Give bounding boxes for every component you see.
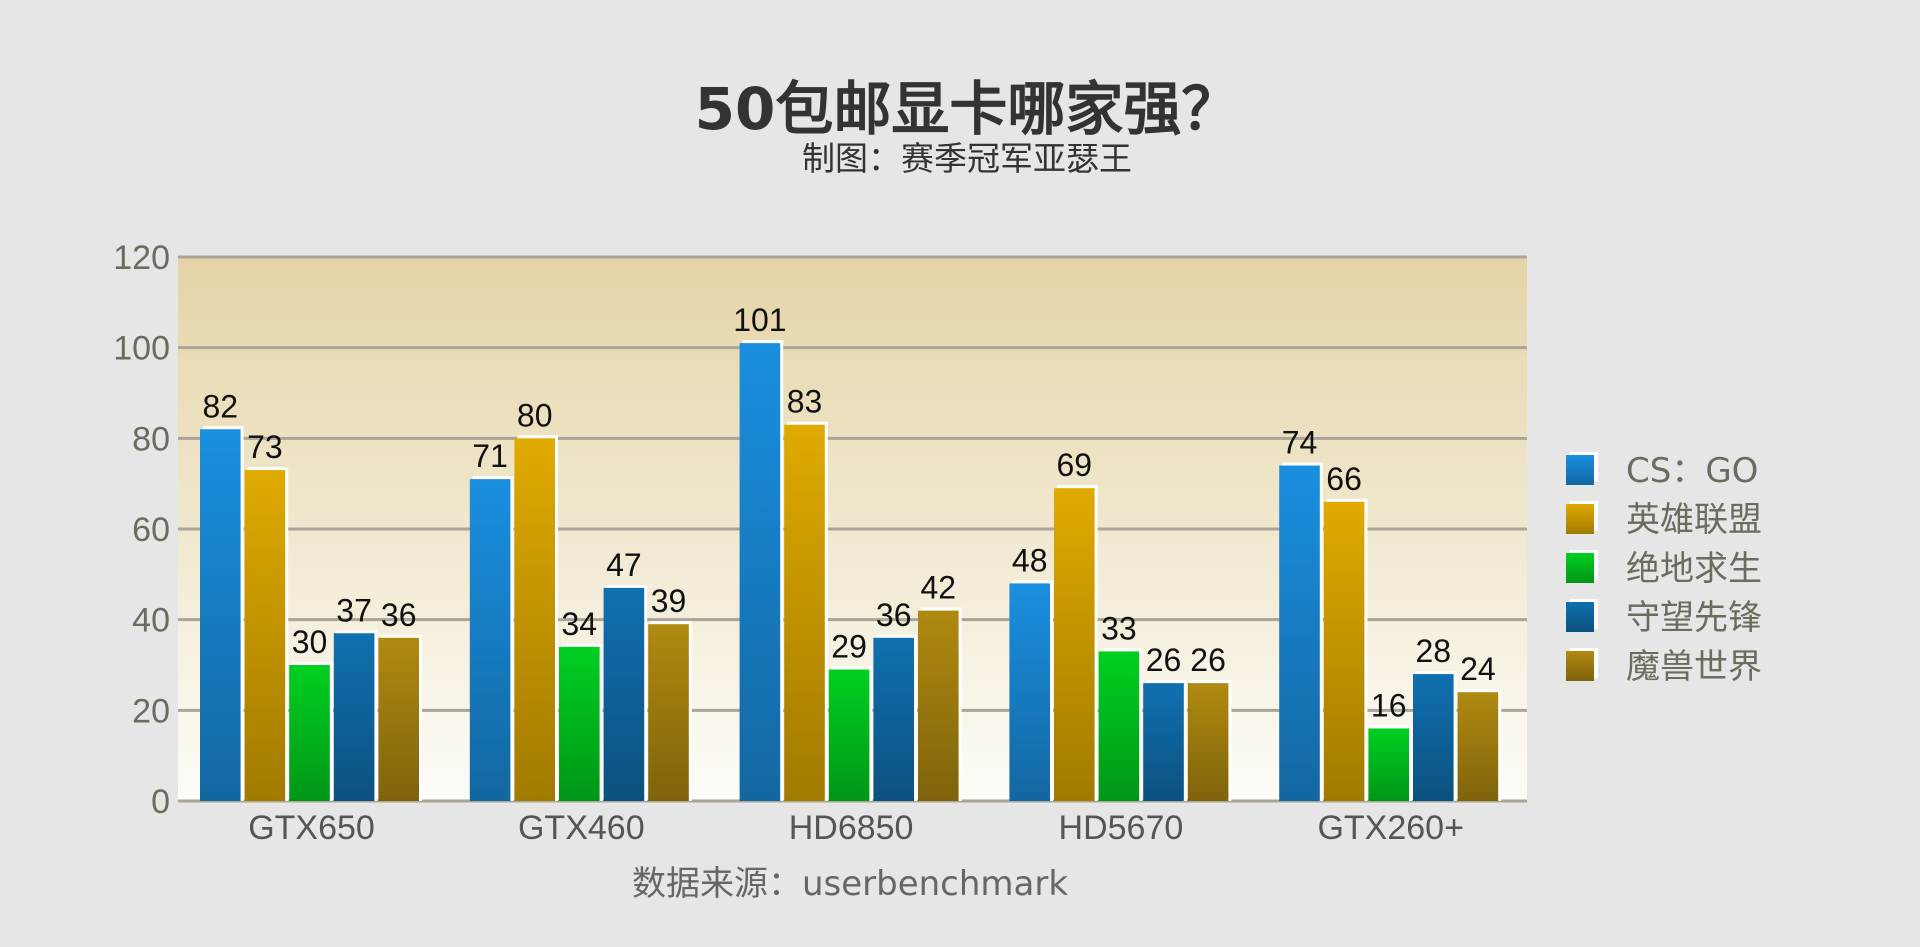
data-label: 48: [1012, 542, 1048, 578]
data-label: 28: [1416, 633, 1452, 669]
legend-label: 守望先锋: [1626, 598, 1762, 638]
legend-label: CS：GO: [1626, 451, 1758, 491]
data-label: 80: [517, 397, 553, 433]
bar: [603, 587, 645, 801]
bar: [828, 669, 870, 801]
bar: [200, 429, 241, 801]
data-label: 74: [1282, 425, 1318, 461]
data-label: 36: [876, 597, 912, 633]
data-label: 42: [921, 570, 957, 606]
x-tick-label: GTX260+: [1317, 809, 1463, 847]
data-label: 47: [606, 547, 642, 583]
bar: [514, 438, 555, 801]
bar: [1457, 692, 1499, 801]
data-label: 66: [1326, 461, 1362, 497]
bar: [1413, 674, 1454, 801]
x-tick-label: GTX460: [518, 809, 645, 847]
data-label: 71: [472, 438, 508, 474]
data-label: 33: [1101, 610, 1137, 646]
data-label: 37: [336, 592, 372, 628]
data-label: 16: [1371, 687, 1407, 723]
bar: [918, 610, 959, 801]
bar: [469, 479, 511, 801]
data-label: 26: [1190, 642, 1226, 678]
x-tick-label: GTX650: [248, 809, 375, 847]
bar: [1187, 683, 1229, 801]
x-tick-label: HD6850: [789, 809, 914, 847]
data-label: 82: [203, 388, 239, 424]
bar: [784, 424, 825, 801]
data-label: 39: [651, 583, 687, 619]
data-source: 数据来源：userbenchmark: [631, 864, 1069, 904]
data-label: 30: [292, 624, 328, 660]
bar: [378, 637, 419, 801]
data-label: 26: [1146, 642, 1182, 678]
bar: [289, 665, 330, 801]
bar: [1279, 465, 1320, 801]
data-label: 69: [1057, 447, 1093, 483]
legend-label: 绝地求生: [1626, 549, 1762, 589]
y-tick-label: 60: [132, 511, 170, 549]
data-label: 101: [733, 302, 786, 338]
chart-title: 50包邮显卡哪家强？: [694, 75, 1240, 143]
y-tick-label: 120: [113, 239, 170, 277]
data-label: 83: [787, 384, 823, 420]
bar: [333, 633, 375, 801]
legend-label: 英雄联盟: [1626, 500, 1762, 540]
bar: [1323, 501, 1365, 801]
data-label: 29: [831, 629, 867, 665]
legend-swatch: [1566, 504, 1594, 534]
bar: [1054, 488, 1095, 801]
bar: [873, 637, 914, 801]
data-label: 36: [381, 597, 417, 633]
bar: [244, 470, 286, 801]
y-tick-label: 80: [132, 420, 170, 458]
y-tick-label: 20: [132, 692, 170, 730]
data-label: 34: [562, 606, 598, 642]
y-tick-label: 100: [113, 330, 170, 368]
bar: [739, 343, 781, 801]
bar: [1143, 683, 1184, 801]
bar: [1009, 583, 1050, 801]
legend-swatch: [1566, 553, 1594, 583]
bar: [559, 646, 600, 801]
legend-label: 魔兽世界: [1626, 647, 1762, 687]
bar: [648, 624, 689, 801]
legend-swatch: [1566, 651, 1594, 681]
y-tick-label: 0: [151, 783, 170, 821]
chart-subtitle: 制图：赛季冠军亚瑟王: [802, 139, 1132, 178]
legend-swatch: [1566, 602, 1594, 632]
legend-swatch: [1566, 455, 1594, 485]
data-label: 24: [1460, 651, 1496, 687]
bar: [1098, 651, 1140, 801]
bar: [1368, 728, 1409, 801]
x-tick-label: HD5670: [1059, 809, 1184, 847]
y-tick-label: 40: [132, 602, 170, 640]
data-label: 73: [247, 429, 283, 465]
